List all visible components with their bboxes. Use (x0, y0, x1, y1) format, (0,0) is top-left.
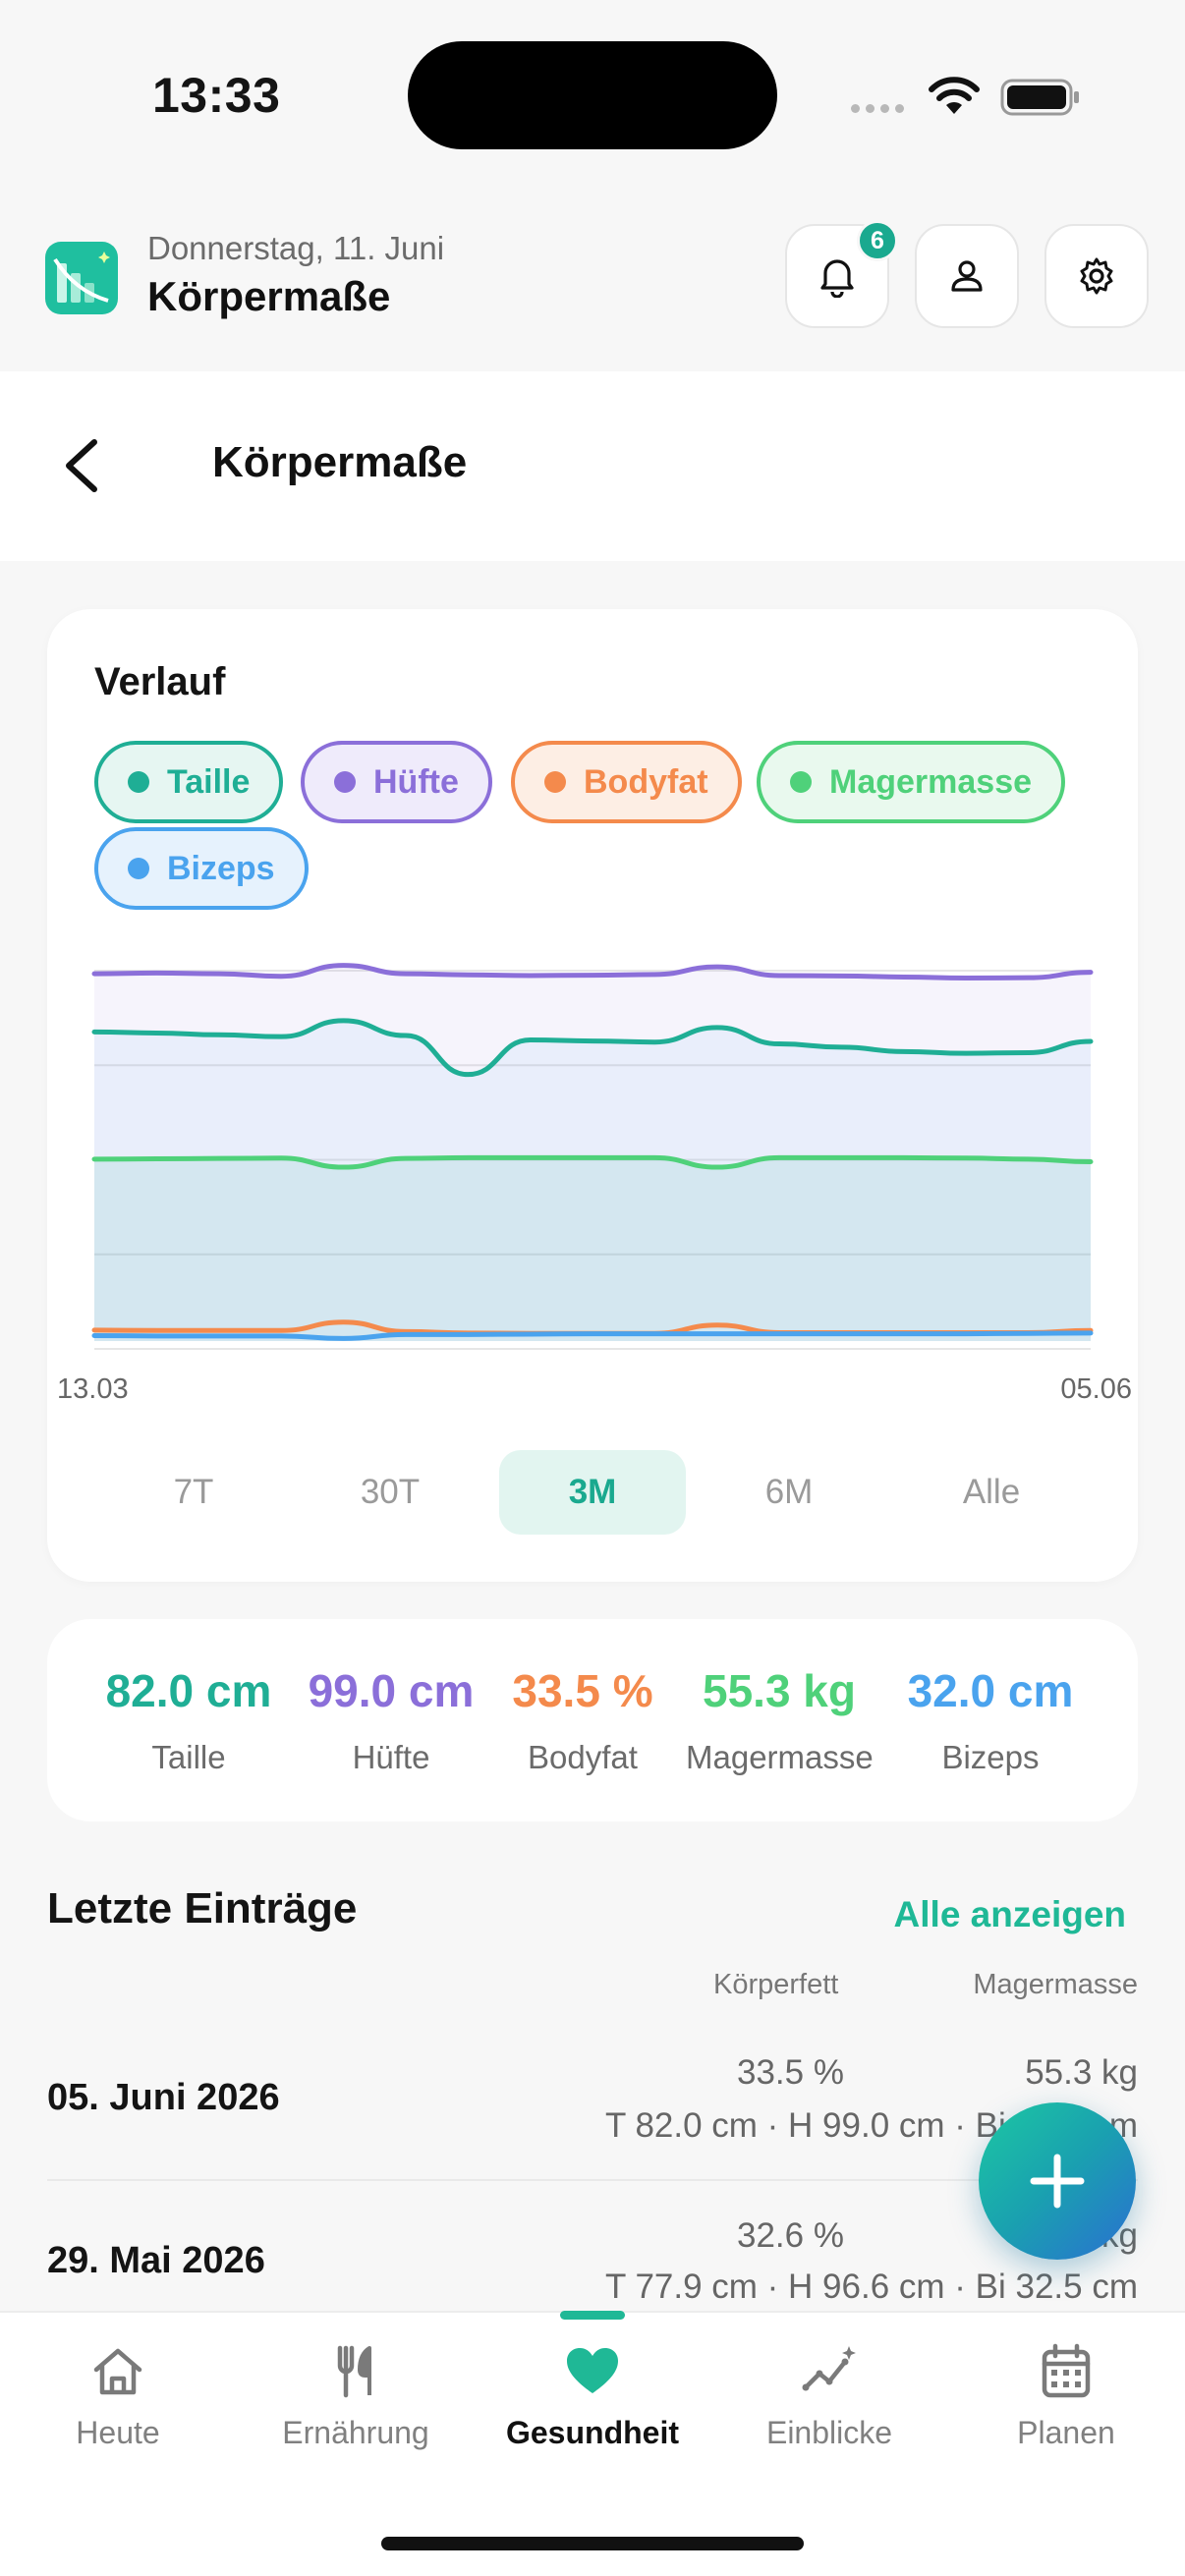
series-line-taille (91, 1018, 1094, 1078)
calendar-icon (1042, 2343, 1091, 2398)
chip-dot (544, 771, 566, 793)
dynamic-island (408, 41, 777, 149)
status-time: 13:33 (152, 68, 281, 123)
entry-date: 05. Juni 2026 (47, 2077, 280, 2118)
stat-bodyfat: 33.5 % Bodyfat (499, 1664, 666, 1776)
tab-label: Gesundheit (505, 2415, 679, 2450)
notification-badge: 6 (857, 220, 898, 261)
divider (47, 2179, 1138, 2181)
header-date: Donnerstag, 11. Juni (147, 230, 445, 266)
stat-magermasse: 55.3 kg Magermasse (686, 1664, 874, 1776)
tab-gesundheit[interactable]: Gesundheit (484, 2342, 701, 2451)
profile-button[interactable] (915, 224, 1019, 328)
stat-label: Hüfte (352, 1739, 430, 1775)
series-line-huefte (91, 963, 1094, 981)
header-title: Körpermaße (147, 273, 391, 319)
section-title: Letzte Einträge (47, 1884, 358, 1932)
settings-button[interactable] (1044, 224, 1149, 328)
column-header-lean: Magermasse (973, 1969, 1138, 2000)
tab-label: Heute (76, 2415, 160, 2450)
chip-bodyfat[interactable]: Bodyfat (511, 741, 742, 823)
gear-icon (1080, 257, 1113, 295)
stat-taille: 82.0 cm Taille (100, 1664, 277, 1776)
entry-fat: 32.6 % (737, 2216, 844, 2255)
plus-icon (1030, 2154, 1085, 2209)
entry-fat: 33.5 % (737, 2053, 844, 2092)
x-label-start: 13.03 (57, 1373, 129, 1405)
tab-heute[interactable]: Heute (10, 2342, 226, 2451)
column-header-fat: Körperfett (713, 1969, 839, 2000)
series-area-magermasse (94, 1157, 1091, 1341)
home-icon (93, 2348, 142, 2395)
chip-dot (334, 771, 356, 793)
trend-icon (802, 2346, 856, 2391)
chip-taille[interactable]: Taille (94, 741, 284, 823)
stat-value: 55.3 kg (703, 1665, 856, 1716)
active-tab-indicator (560, 2311, 625, 2320)
stat-bizeps: 32.0 cm Bizeps (892, 1664, 1089, 1776)
series-line-magermasse (91, 1154, 1094, 1170)
chart-title: Verlauf (94, 660, 226, 703)
page-title: Körpermaße (212, 438, 468, 486)
stat-value: 32.0 cm (907, 1665, 1074, 1716)
cellular-signal-icon (851, 104, 904, 113)
add-entry-button[interactable] (979, 2102, 1136, 2260)
tab-bar: Heute Ernährung Gesundheit Einblicke (0, 2311, 1185, 2576)
stat-value: 33.5 % (512, 1665, 653, 1716)
stat-value: 82.0 cm (105, 1665, 272, 1716)
tab-einblicke[interactable]: Einblicke (721, 2342, 937, 2451)
heart-icon (567, 2348, 618, 2393)
stat-label: Magermasse (686, 1739, 874, 1775)
series-line-bizeps (91, 1330, 1094, 1341)
app-logo (45, 242, 118, 314)
wifi-icon (929, 77, 980, 114)
home-indicator (381, 2537, 804, 2550)
tab-label: Ernährung (282, 2415, 429, 2450)
entry-measurements: T 77.9 cm · H 96.6 cm · Bi 32.5 cm (604, 2268, 1138, 2306)
chart-card: Verlauf Taille Hüfte Bodyfat Magermasse … (47, 609, 1138, 1582)
stat-label: Bizeps (941, 1739, 1040, 1775)
tab-ernaehrung[interactable]: Ernährung (248, 2342, 464, 2451)
range-6m[interactable]: 6M (764, 1473, 814, 1511)
bell-icon (820, 259, 854, 298)
range-alle[interactable]: Alle (962, 1473, 1021, 1511)
battery-icon (1000, 79, 1079, 116)
user-icon (951, 260, 983, 292)
chip-magermasse[interactable]: Magermasse (757, 741, 1066, 823)
tab-label: Einblicke (765, 2415, 893, 2450)
chip-dot (790, 771, 812, 793)
line-chart[interactable] (47, 943, 1138, 1415)
stat-value: 99.0 cm (308, 1665, 475, 1716)
chip-bizeps[interactable]: Bizeps (94, 827, 309, 910)
range-3m[interactable]: 3M (499, 1450, 686, 1535)
fork-knife-icon (337, 2345, 371, 2398)
chip-huefte[interactable]: Hüfte (301, 741, 492, 823)
stat-label: Taille (151, 1739, 226, 1775)
series-area-huefte (94, 965, 1091, 1341)
stats-card: 82.0 cm Taille 99.0 cm Hüfte 33.5 % Body… (47, 1619, 1138, 1821)
chip-dot (128, 771, 149, 793)
app-header: Donnerstag, 11. Juni Körpermaße 6 (0, 206, 1185, 371)
entry-date: 29. Mai 2026 (47, 2240, 265, 2281)
stat-label: Bodyfat (528, 1739, 638, 1775)
chip-dot (128, 858, 149, 879)
series-area-taille (94, 1020, 1091, 1341)
tab-label: Planen (1017, 2415, 1115, 2450)
x-label-end: 05.06 (1060, 1373, 1132, 1405)
stat-huefte: 99.0 cm Hüfte (303, 1664, 480, 1776)
show-all-link[interactable]: Alle anzeigen (893, 1894, 1126, 1934)
range-7t[interactable]: 7T (173, 1473, 214, 1511)
nav-bar: Körpermaße (0, 371, 1185, 561)
range-30t[interactable]: 30T (360, 1473, 421, 1511)
entry-lean: 55.3 kg (1025, 2053, 1138, 2092)
tab-planen[interactable]: Planen (958, 2342, 1174, 2451)
back-chevron-icon[interactable] (59, 436, 102, 495)
